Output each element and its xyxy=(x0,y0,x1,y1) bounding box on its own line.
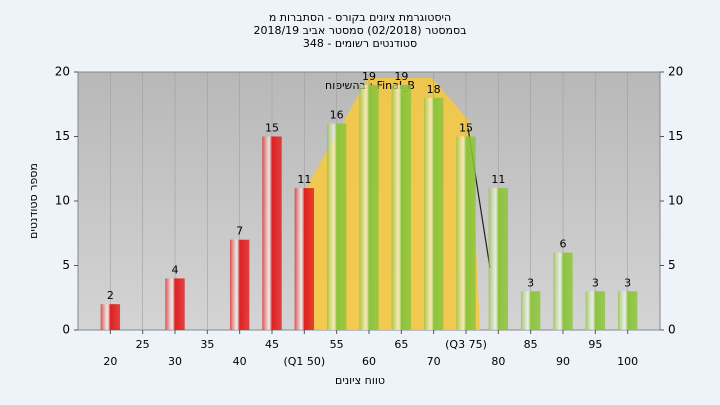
x-tick-label: 25 xyxy=(136,338,150,351)
x-axis-label: טווח ציונים xyxy=(335,374,385,387)
y-axis-label: מספר סטודנטים xyxy=(27,163,40,239)
data-label: 15 xyxy=(459,122,473,135)
x-tick-label: 65 xyxy=(394,338,408,351)
y-tick-label: 20 xyxy=(55,65,70,79)
data-label: 11 xyxy=(491,173,505,186)
x-tick-label: 30 xyxy=(168,355,182,368)
bar xyxy=(488,188,509,330)
bar xyxy=(553,252,573,330)
bar xyxy=(229,239,250,330)
x-tick-label: 80 xyxy=(491,355,505,368)
chart-subtitle: בסמסטר (02/2018) סמסטר אביב 2018/19 xyxy=(253,24,466,37)
data-label: 6 xyxy=(560,238,567,251)
y2-tick-label: 20 xyxy=(668,65,683,79)
x-tick-label: 70 xyxy=(427,355,441,368)
y2-tick-label: 0 xyxy=(668,323,676,337)
x-tick-label: 55 xyxy=(330,338,344,351)
y2-tick-label: 10 xyxy=(668,194,683,208)
bar xyxy=(294,188,315,330)
data-label: 16 xyxy=(330,109,344,122)
x-tick-label: 35 xyxy=(200,338,214,351)
bar xyxy=(165,278,185,330)
x-tick-label: (Q1 50) xyxy=(283,355,325,368)
x-tick-label: 20 xyxy=(103,355,117,368)
bar xyxy=(359,84,379,331)
data-label: 3 xyxy=(624,276,631,289)
data-label: 19 xyxy=(362,70,376,83)
x-tick-label: 40 xyxy=(233,355,247,368)
bar xyxy=(423,97,444,330)
data-label: 11 xyxy=(297,173,311,186)
y2-tick-label: 15 xyxy=(668,129,683,143)
x-tick-label: 60 xyxy=(362,355,376,368)
bar xyxy=(391,84,412,331)
y-tick-label: 0 xyxy=(62,323,70,337)
bar xyxy=(262,136,282,330)
x-tick-label: (Q3 75) xyxy=(445,338,487,351)
data-label: 3 xyxy=(527,276,534,289)
x-tick-label: 45 xyxy=(265,338,279,351)
x-tick-label: 100 xyxy=(617,355,638,368)
y2-tick-label: 5 xyxy=(668,258,676,272)
bar xyxy=(456,136,476,330)
x-tick-label: 95 xyxy=(588,338,602,351)
x-tick-label: 90 xyxy=(556,355,570,368)
bar xyxy=(617,291,638,330)
data-label: 19 xyxy=(394,70,408,83)
y-tick-label: 5 xyxy=(62,258,70,272)
bar xyxy=(520,291,541,330)
data-label: 4 xyxy=(172,263,179,276)
bar xyxy=(585,291,606,330)
bar xyxy=(100,304,121,330)
x-tick-label: 85 xyxy=(524,338,538,351)
chart-subtitle: סטודנטים רשומים - 348 xyxy=(303,37,417,50)
data-label: 3 xyxy=(592,276,599,289)
bar xyxy=(326,123,347,330)
y-tick-label: 15 xyxy=(55,129,70,143)
y-tick-label: 10 xyxy=(55,194,70,208)
chart-title: היסטוגרמת ציונים בקורס - הסתברות מ xyxy=(269,11,451,24)
data-label: 2 xyxy=(107,289,114,302)
data-label: 18 xyxy=(427,83,441,96)
data-label: 7 xyxy=(236,225,243,238)
data-label: 15 xyxy=(265,122,279,135)
